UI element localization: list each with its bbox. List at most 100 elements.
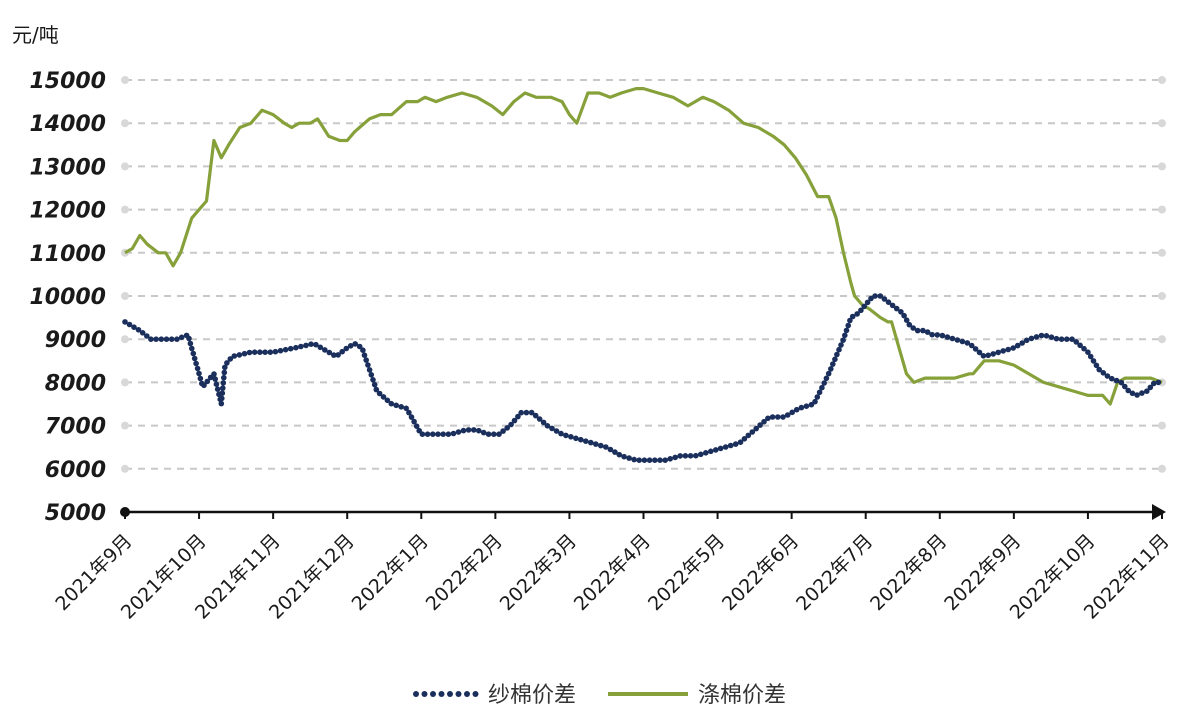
series-point-yarn-cotton	[1085, 349, 1091, 356]
series-point-yarn-cotton	[616, 451, 623, 458]
series-point-yarn-cotton	[789, 409, 795, 416]
series-point-yarn-cotton	[741, 436, 748, 442]
series-point-yarn-cotton	[903, 317, 910, 324]
series-point-yarn-cotton	[816, 389, 823, 396]
series-point-yarn-cotton	[352, 341, 359, 347]
x-axis-ticks: 2021年9月2021年10月2021年11月2021年12月2022年1月20…	[51, 512, 1174, 624]
series-point-yarn-cotton	[775, 414, 781, 420]
series-point-yarn-cotton	[898, 309, 904, 315]
gridline-end-dot	[1158, 162, 1166, 171]
gridline-end-dot	[1158, 248, 1166, 257]
series-point-yarn-cotton	[168, 336, 175, 343]
series-point-yarn-cotton	[1077, 342, 1083, 349]
series-point-yarn-cotton	[842, 332, 848, 339]
series-point-yarn-cotton	[1122, 383, 1128, 390]
series-point-yarn-cotton	[959, 338, 966, 345]
series-point-yarn-cotton	[313, 341, 319, 348]
series-polyester-cotton	[124, 86, 1163, 406]
series-point-yarn-cotton	[757, 422, 763, 428]
gridline-start-dot	[121, 162, 129, 171]
gridline-start-dot	[121, 76, 129, 84]
legend-dot	[447, 691, 453, 697]
series-point-yarn-cotton	[814, 394, 821, 400]
series-point-yarn-cotton	[964, 340, 971, 346]
series-point-yarn-cotton	[954, 337, 961, 343]
legend-dot	[464, 691, 470, 697]
series-point-yarn-cotton	[347, 343, 354, 349]
series-point-yarn-cotton	[476, 427, 482, 434]
series-point-yarn-cotton	[331, 352, 337, 358]
series-point-yarn-cotton	[753, 425, 759, 432]
series-point-yarn-cotton	[445, 431, 452, 438]
series-point-yarn-cotton	[858, 307, 864, 314]
series-point-yarn-cotton	[722, 444, 729, 450]
series-point-yarn-cotton	[471, 427, 477, 433]
legend: 纱棉价差 涤棉价差	[413, 683, 786, 708]
series-point-yarn-cotton	[821, 380, 827, 386]
series-point-yarn-cotton	[1081, 345, 1087, 352]
series-point-yarn-cotton	[828, 366, 834, 372]
series-point-yarn-cotton	[408, 414, 415, 420]
series-point-yarn-cotton	[838, 342, 844, 348]
y-tick-label: 12000	[29, 199, 106, 224]
series-point-yarn-cotton	[1064, 336, 1070, 343]
series-point-yarn-cotton	[190, 350, 197, 357]
series-point-yarn-cotton	[877, 293, 884, 299]
series-point-yarn-cotton	[1090, 358, 1097, 364]
series-point-yarn-cotton	[1147, 384, 1154, 391]
series-point-yarn-cotton	[413, 423, 420, 430]
series-point-yarn-cotton	[717, 445, 724, 452]
series-point-yarn-cotton	[186, 335, 192, 342]
series-point-yarn-cotton	[621, 453, 627, 460]
series-point-yarn-cotton	[1010, 345, 1016, 351]
series-yarn-cotton	[122, 293, 1162, 464]
series-point-yarn-cotton	[976, 349, 983, 356]
series-point-yarn-cotton	[626, 455, 632, 461]
series-point-yarn-cotton	[832, 356, 838, 363]
y-axis-unit-label: 元/吨	[12, 23, 59, 47]
x-tick-label: 2022年5月	[644, 530, 729, 615]
series-point-yarn-cotton	[1096, 366, 1102, 373]
series-point-yarn-cotton	[732, 441, 739, 447]
series-line-polyester-cotton	[124, 86, 1163, 406]
series-point-yarn-cotton	[153, 336, 159, 343]
series-point-yarn-cotton	[126, 321, 133, 328]
x-tick-label: 2022年4月	[570, 530, 655, 615]
series-point-yarn-cotton	[1028, 335, 1035, 342]
series-point-yarn-cotton	[1087, 353, 1094, 360]
series-point-yarn-cotton	[187, 340, 194, 347]
legend-dot	[413, 691, 419, 697]
series-point-yarn-cotton	[163, 336, 170, 343]
series-point-yarn-cotton	[910, 325, 916, 331]
gridline-end-dot	[1158, 335, 1166, 344]
series-point-yarn-cotton	[224, 360, 230, 366]
series-point-yarn-cotton	[393, 402, 400, 409]
series-point-yarn-cotton	[667, 456, 673, 462]
series-point-yarn-cotton	[793, 406, 800, 413]
series-point-yarn-cotton	[496, 431, 502, 438]
series-point-yarn-cotton	[657, 457, 663, 464]
series-point-yarn-cotton	[924, 329, 931, 335]
series-point-yarn-cotton	[148, 336, 154, 343]
series-point-yarn-cotton	[366, 367, 373, 373]
series-point-yarn-cotton	[221, 374, 227, 381]
series-point-yarn-cotton	[1073, 339, 1079, 345]
series-point-yarn-cotton	[317, 344, 324, 351]
gridline-start-dot	[121, 378, 129, 387]
series-point-yarn-cotton	[588, 439, 594, 446]
series-point-yarn-cotton	[698, 451, 704, 458]
series-point-yarn-cotton	[158, 336, 165, 343]
series-point-yarn-cotton	[854, 311, 860, 317]
y-tick-label: 6000	[45, 458, 106, 483]
series-point-yarn-cotton	[411, 418, 417, 425]
series-point-yarn-cotton	[939, 332, 946, 339]
series-point-yarn-cotton	[864, 299, 871, 306]
series-point-yarn-cotton	[204, 378, 211, 385]
series-point-yarn-cotton	[872, 293, 878, 299]
series-point-yarn-cotton	[703, 450, 709, 456]
series-point-yarn-cotton	[914, 327, 921, 334]
series-point-yarn-cotton	[455, 429, 462, 435]
series-point-yarn-cotton	[287, 345, 294, 352]
series-point-yarn-cotton	[836, 346, 842, 353]
